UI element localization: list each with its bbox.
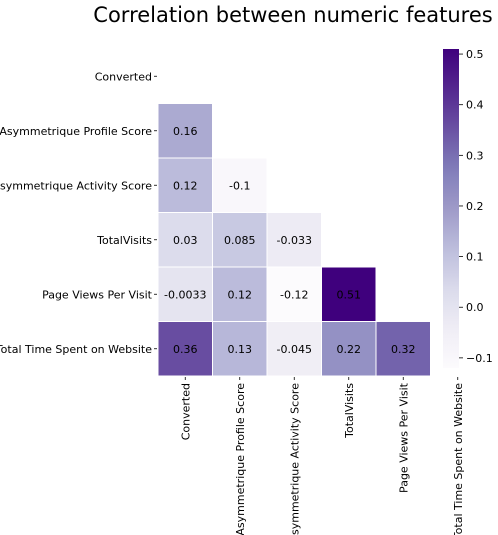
- heatmap-cell: [321, 321, 377, 377]
- colorbar-ticks: −0.1 0.0 0.1 0.2 0.3 0.4 0.5: [459, 48, 493, 365]
- heatmap-cells: 0.16 0.12 -0.1 0.03 0.085 -0.033 -0.0033 0.12 -0…: [157, 103, 431, 377]
- heatmap-cell: [321, 266, 377, 322]
- y-tick-label: Asymmetrique Activity Score: [0, 179, 152, 192]
- x-axis-labels: Converted Asymmetrique Profile Score Asymm…: [179, 377, 465, 535]
- x-tick-label: Asymmetrique Profile Score: [234, 383, 247, 535]
- x-tick-label: TotalVisits: [343, 383, 356, 439]
- cell-value-label: 0.22: [337, 343, 362, 356]
- colorbar-tick-label: 0.4: [466, 99, 484, 112]
- heatmap-cell: [375, 321, 431, 377]
- cell-value-label: 0.12: [173, 179, 198, 192]
- heatmap-cell: [157, 157, 213, 213]
- y-tick-label: Total Time Spent on Website: [0, 343, 152, 356]
- heatmap-cell: [157, 103, 213, 159]
- cell-value-label: -0.0033: [164, 288, 206, 301]
- heatmap-cell: [266, 321, 322, 377]
- cell-value-label: 0.32: [391, 343, 416, 356]
- heatmap-cell: [212, 266, 268, 322]
- x-tick-label: Total Time Spent on Website: [452, 383, 465, 535]
- colorbar-tick-label: −0.1: [466, 352, 493, 365]
- colorbar-tick-label: 0.3: [466, 149, 484, 162]
- cell-value-label: 0.03: [173, 234, 198, 247]
- chart-title: Correlation between numeric features: [93, 3, 492, 27]
- cell-value-label: 0.12: [228, 288, 253, 301]
- y-tick-label: Page Views Per Visit: [42, 288, 153, 301]
- y-tick-label: Asymmetrique Profile Score: [0, 125, 152, 138]
- y-axis-labels: Converted Asymmetrique Profile Score Asymm…: [0, 70, 157, 356]
- x-tick-label: Asymmetrique Activity Score: [288, 383, 301, 535]
- cell-value-label: -0.045: [277, 343, 312, 356]
- y-tick-label: TotalVisits: [96, 234, 152, 247]
- cell-value-label: 0.36: [173, 343, 198, 356]
- colorbar-tick-label: 0.1: [466, 251, 484, 264]
- cell-value-label: 0.16: [173, 125, 198, 138]
- cell-value-label: -0.1: [229, 179, 250, 192]
- colorbar: [443, 49, 459, 368]
- colorbar-tick-label: 0.5: [466, 48, 484, 61]
- heatmap-cell: [266, 212, 322, 268]
- heatmap-cell: [212, 321, 268, 377]
- x-tick-label: Page Views Per Visit: [397, 382, 410, 493]
- cell-value-label: 0.13: [228, 343, 253, 356]
- cell-value-label: -0.12: [280, 288, 308, 301]
- x-tick-label: Converted: [179, 383, 192, 440]
- colorbar-tick-label: 0.0: [466, 301, 484, 314]
- cell-value-label: -0.033: [277, 234, 312, 247]
- heatmap-cell: [212, 157, 268, 213]
- y-tick-label: Converted: [95, 70, 152, 83]
- cell-value-label: 0.085: [224, 234, 256, 247]
- colorbar-tick-label: 0.2: [466, 200, 484, 213]
- cell-value-label: 0.51: [337, 288, 362, 301]
